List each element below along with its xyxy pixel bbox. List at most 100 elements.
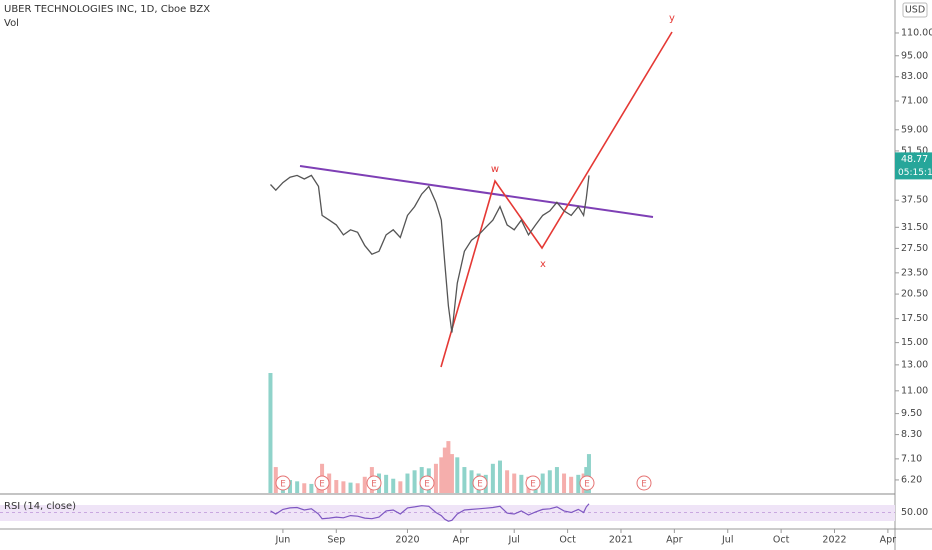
volume-bar bbox=[433, 463, 438, 493]
volume-bar bbox=[554, 467, 559, 493]
y-tick-label: 95.00 bbox=[901, 50, 928, 61]
earnings-marker bbox=[366, 475, 382, 491]
earnings-marker bbox=[314, 475, 330, 491]
y-tick-label: 27.50 bbox=[901, 243, 928, 254]
x-tick-label: Apr bbox=[453, 535, 470, 546]
annotation: w bbox=[491, 164, 499, 175]
x-tick-label: Jul bbox=[507, 535, 519, 546]
y-tick-label: 51.50 bbox=[901, 145, 928, 156]
y-tick-label: 20.50 bbox=[901, 289, 928, 300]
volume-bar bbox=[405, 473, 410, 493]
volume-bar bbox=[449, 454, 454, 493]
x-tick-label: Apr bbox=[666, 535, 683, 546]
volume-bar bbox=[268, 373, 273, 493]
volume-bar bbox=[469, 470, 474, 493]
x-tick-label: Jun bbox=[274, 535, 290, 546]
symbol-title: UBER TECHNOLOGIES INC, 1D, Cboe BZX bbox=[4, 4, 210, 15]
countdown: 05:15:13 bbox=[898, 168, 932, 178]
y-tick-label: 6.20 bbox=[901, 474, 922, 485]
x-tick-label: Oct bbox=[773, 535, 790, 546]
volume-bar bbox=[442, 447, 447, 493]
earnings-marker bbox=[579, 475, 595, 491]
y-tick-label: 71.00 bbox=[901, 96, 928, 107]
price-badge bbox=[895, 152, 932, 180]
rsi-line bbox=[270, 503, 590, 522]
rsi-tick-label: 50.00 bbox=[901, 507, 928, 518]
volume-bar bbox=[505, 470, 510, 493]
volume-bar bbox=[355, 483, 360, 493]
earnings-label: E bbox=[371, 480, 377, 490]
x-tick-label: Oct bbox=[559, 535, 576, 546]
x-tick-label: Sep bbox=[327, 535, 345, 546]
y-tick-label: 83.00 bbox=[901, 71, 928, 82]
y-tick-label: 13.00 bbox=[901, 359, 928, 370]
annotation: y bbox=[669, 13, 675, 24]
earnings-label: E bbox=[584, 480, 590, 490]
annotation: x bbox=[540, 259, 546, 270]
y-tick-label: 9.50 bbox=[901, 408, 922, 419]
earnings-label: E bbox=[280, 480, 286, 490]
earnings-marker bbox=[419, 475, 435, 491]
volume-bar bbox=[562, 473, 567, 493]
earnings-marker bbox=[636, 475, 652, 491]
wave-drawing bbox=[440, 31, 673, 368]
volume-bar bbox=[540, 473, 545, 493]
x-tick-label: Apr bbox=[880, 535, 897, 546]
volume-bar bbox=[586, 454, 591, 493]
y-tick-label: 110.00 bbox=[901, 27, 932, 38]
volume-bar bbox=[362, 476, 367, 493]
earnings-marker bbox=[472, 475, 488, 491]
earnings-label: E bbox=[641, 480, 647, 490]
earnings-marker bbox=[525, 475, 541, 491]
volume-bar bbox=[334, 480, 339, 493]
x-tick-label: 2022 bbox=[822, 535, 846, 546]
volume-label: Vol bbox=[4, 18, 19, 29]
volume-bar bbox=[412, 470, 417, 493]
volume-bar bbox=[341, 481, 346, 493]
x-tick-label: 2020 bbox=[395, 535, 419, 546]
volume-bar bbox=[490, 463, 495, 493]
volume-bar bbox=[288, 480, 293, 493]
currency: USD bbox=[905, 5, 925, 16]
y-tick-label: 23.50 bbox=[901, 267, 928, 278]
volume-bar bbox=[398, 481, 403, 493]
y-tick-label: 17.50 bbox=[901, 313, 928, 324]
trendline bbox=[299, 165, 654, 218]
volume-bar bbox=[519, 474, 524, 493]
volume-bar bbox=[569, 476, 574, 493]
rsi-label: RSI (14, close) bbox=[4, 501, 76, 512]
x-tick-label: 2021 bbox=[609, 535, 633, 546]
y-tick-label: 59.00 bbox=[901, 124, 928, 135]
volume-bar bbox=[455, 457, 460, 493]
volume-bar bbox=[391, 478, 396, 493]
y-tick-label: 7.10 bbox=[901, 453, 922, 464]
rsi-band bbox=[0, 505, 895, 521]
volume-bar bbox=[384, 474, 389, 493]
volume-bar bbox=[576, 474, 581, 493]
earnings-marker bbox=[275, 475, 291, 491]
volume-bar bbox=[302, 483, 307, 493]
y-tick-label: 11.00 bbox=[901, 385, 928, 396]
earnings-label: E bbox=[319, 480, 325, 490]
volume-bar bbox=[348, 482, 353, 493]
volume-bar bbox=[273, 467, 278, 493]
volume-bar bbox=[309, 483, 314, 493]
y-tick-label: 31.50 bbox=[901, 222, 928, 233]
volume-bar bbox=[547, 470, 552, 493]
volume-bar bbox=[512, 473, 517, 493]
volume-bar bbox=[446, 441, 451, 493]
y-tick-label: 15.00 bbox=[901, 337, 928, 348]
y-tick-label: 8.30 bbox=[901, 429, 922, 440]
price-line bbox=[270, 174, 590, 333]
volume-bar bbox=[295, 481, 300, 493]
volume-bar bbox=[462, 467, 467, 493]
earnings-label: E bbox=[477, 480, 483, 490]
last-price: 48.77 bbox=[901, 154, 928, 165]
earnings-label: E bbox=[424, 480, 430, 490]
volume-bar bbox=[439, 457, 444, 493]
x-tick-label: Jul bbox=[721, 535, 733, 546]
volume-bar bbox=[497, 460, 502, 493]
currency-box[interactable] bbox=[902, 2, 928, 18]
